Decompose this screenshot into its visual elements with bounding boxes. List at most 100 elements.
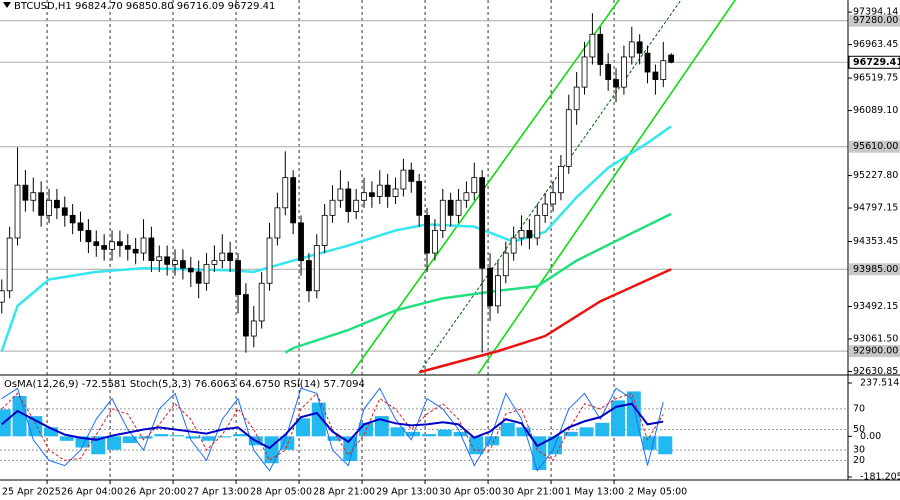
candle-body: [132, 248, 139, 254]
osma-bar: [122, 436, 137, 444]
osma-bar: [154, 434, 169, 437]
moving-average: [284, 212, 672, 354]
candle-body: [510, 237, 517, 254]
price-plot: [0, 13, 675, 374]
osma-bar: [12, 395, 27, 437]
candle-body: [565, 109, 572, 167]
osma-bar: [595, 422, 610, 437]
y-tick-label: 96519.75: [853, 73, 898, 84]
candle-body: [573, 86, 580, 111]
candle-body: [274, 207, 281, 239]
candle-body: [313, 245, 320, 292]
candle-body: [479, 177, 486, 269]
level-label-box: [849, 345, 900, 358]
level-label: 92900.00: [853, 346, 898, 357]
osma-bar: [185, 436, 200, 439]
x-tick-label: 28 Apr 21:00: [313, 487, 375, 498]
candle-body: [124, 245, 131, 250]
candle-body: [439, 199, 446, 231]
osma-bar: [390, 427, 405, 437]
osma-bar: [516, 427, 531, 437]
osma-tick-label: -181.2058: [860, 472, 900, 483]
candle-body: [652, 71, 659, 80]
candle-body: [376, 184, 383, 197]
candle-body: [589, 33, 596, 58]
osma-bar: [437, 429, 452, 437]
candle-body: [416, 181, 423, 216]
candle-body: [471, 177, 478, 194]
chart-title: BTCUSD,H1 96824.70 96850.80 96716.09 967…: [14, 1, 275, 12]
candle-body: [636, 41, 643, 54]
candle-body: [14, 184, 21, 239]
last-price-box: [848, 55, 900, 69]
candle-body: [266, 237, 273, 284]
osc-tick-label: 70: [853, 403, 865, 414]
oscillator-plot: [0, 387, 673, 472]
candle-body: [337, 188, 344, 201]
osc-tick-label: 20: [853, 455, 865, 466]
candle-body: [54, 199, 60, 209]
candle-body: [613, 79, 619, 88]
channel-midline: [417, 0, 682, 374]
y-tick-label: 93061.50: [853, 333, 898, 344]
osma-bar: [91, 436, 106, 455]
candle-body: [447, 199, 454, 216]
indicator-title: OsMA(12,26,9) -72.5581 Stoch(5,3,3) 76.6…: [4, 379, 365, 390]
osma-bar: [0, 409, 11, 437]
level-label: 97280.00: [853, 15, 898, 26]
x-tick-label: 26 Apr 04:00: [61, 487, 123, 498]
osc-tick-label: 30: [853, 445, 865, 456]
candle-body: [101, 245, 108, 250]
x-tick-label: 28 Apr 05:00: [250, 487, 312, 498]
rsi-line: [1, 402, 664, 450]
candle-body: [392, 188, 399, 197]
x-tick-label: 2 May 05:00: [628, 487, 687, 498]
channel-line: [350, 0, 620, 374]
candle-body: [518, 230, 525, 239]
candle-body: [140, 237, 147, 254]
candle-body: [46, 199, 52, 216]
osma-bar: [170, 435, 185, 437]
candle-body: [432, 230, 438, 254]
candle-body: [187, 267, 194, 273]
osma-bar: [296, 418, 311, 437]
candle-body: [219, 252, 226, 262]
osma-bar: [107, 436, 122, 450]
channel-line: [477, 0, 737, 374]
osma-bar: [75, 436, 90, 448]
candle-body: [77, 222, 84, 231]
osma-bar: [579, 427, 594, 437]
candle-body: [597, 33, 604, 65]
candle-body: [526, 230, 533, 239]
osma-bar: [485, 436, 500, 446]
x-tick-label: 30 Apr 05:00: [439, 487, 501, 498]
candle-body: [463, 192, 470, 201]
candle-body: [534, 214, 541, 239]
x-tick-label: 30 Apr 21:00: [502, 487, 564, 498]
y-tick-label: 95227.80: [853, 170, 898, 181]
moving-average: [418, 268, 672, 374]
candle-body: [361, 192, 367, 201]
osma-bar: [327, 436, 342, 441]
candle-body: [156, 256, 163, 262]
candle-body: [85, 230, 92, 243]
candle-body: [581, 56, 588, 88]
candle-body: [117, 241, 123, 246]
trend-channel: [350, 0, 737, 374]
osma-bar: [343, 436, 358, 462]
candle-body: [38, 192, 45, 216]
last-price-label: 96729.41: [853, 57, 900, 68]
candle-body: [164, 256, 171, 265]
candle-body: [148, 237, 155, 262]
x-tick-label: 27 Apr 13:00: [187, 487, 249, 498]
candle-body: [6, 237, 13, 292]
moving-average: [0, 125, 672, 352]
candle-body: [384, 184, 391, 197]
y-tick-label: 97394.14: [853, 7, 898, 18]
candle-body: [621, 56, 627, 88]
candle-body: [424, 214, 430, 254]
candle-body: [227, 252, 234, 262]
candle-body: [172, 260, 178, 265]
candle-body: [605, 64, 612, 80]
candle-body: [502, 252, 509, 277]
